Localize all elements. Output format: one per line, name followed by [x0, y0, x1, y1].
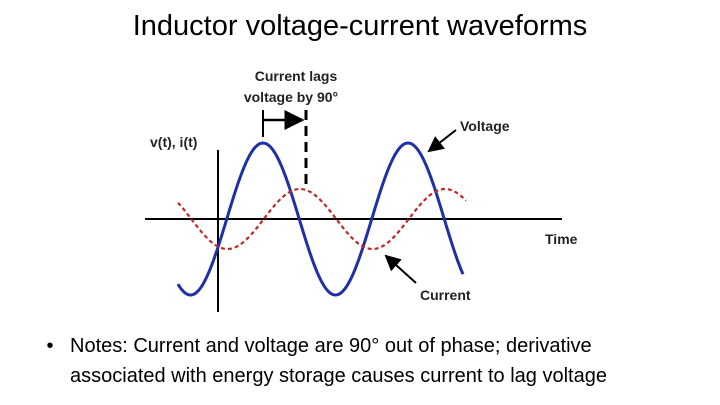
current-pointer	[384, 254, 417, 284]
x-axis-label: Time	[545, 231, 578, 247]
voltage-pointer	[427, 129, 457, 153]
slide-title: Inductor voltage-current waveforms	[132, 10, 588, 42]
current-label: Current	[420, 287, 471, 303]
annotation: voltage by 90°	[244, 89, 338, 105]
note: • Notes: Current and voltage are 90° out …	[30, 331, 607, 391]
annotation: Current lags	[255, 68, 338, 84]
y-axis-label: v(t), i(t)	[150, 134, 197, 150]
current-wave	[177, 187, 467, 251]
voltage-label: Voltage	[460, 118, 510, 134]
note-line: associated with energy storage causes cu…	[70, 365, 607, 387]
voltage-wave	[176, 141, 465, 297]
note-line: Notes: Current and voltage are 90° out o…	[70, 335, 592, 357]
